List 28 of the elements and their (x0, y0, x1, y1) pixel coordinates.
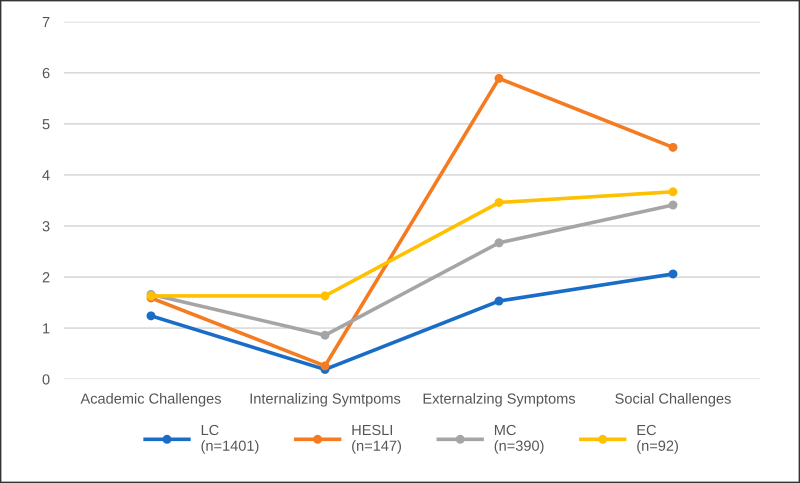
y-tick-label: 1 (43, 323, 50, 334)
point (494, 74, 504, 83)
point (320, 330, 330, 340)
legend-label: EC (n=92) (637, 424, 678, 454)
point (668, 187, 678, 196)
x-tick-label: Academic Challenges (80, 393, 221, 407)
legend-label: MC (n=390) (494, 424, 544, 454)
legend-label: LC (n=1401) (201, 424, 258, 454)
y-tick-label: 4 (42, 170, 50, 180)
point (320, 291, 330, 300)
y-tick-label: 6 (42, 68, 50, 78)
point (494, 198, 504, 207)
point (668, 200, 678, 210)
y-tick-label: 0 (42, 374, 50, 385)
x-tick-label: Internalizing Symtpoms (250, 393, 400, 407)
point (146, 311, 156, 320)
point (668, 269, 678, 278)
point (320, 361, 330, 370)
x-tick-label: Social Challenges (615, 393, 731, 407)
x-tick-label: Externalzing Symptoms (424, 393, 576, 407)
legend-label: HESLI (n=147) (352, 424, 401, 454)
point (494, 296, 504, 306)
y-tick-label: 5 (42, 119, 50, 130)
y-tick-label: 3 (42, 221, 50, 232)
y-tick-label: 2 (42, 272, 50, 282)
point (668, 142, 678, 152)
point (494, 238, 504, 248)
y-tick-label: 7 (42, 16, 50, 28)
